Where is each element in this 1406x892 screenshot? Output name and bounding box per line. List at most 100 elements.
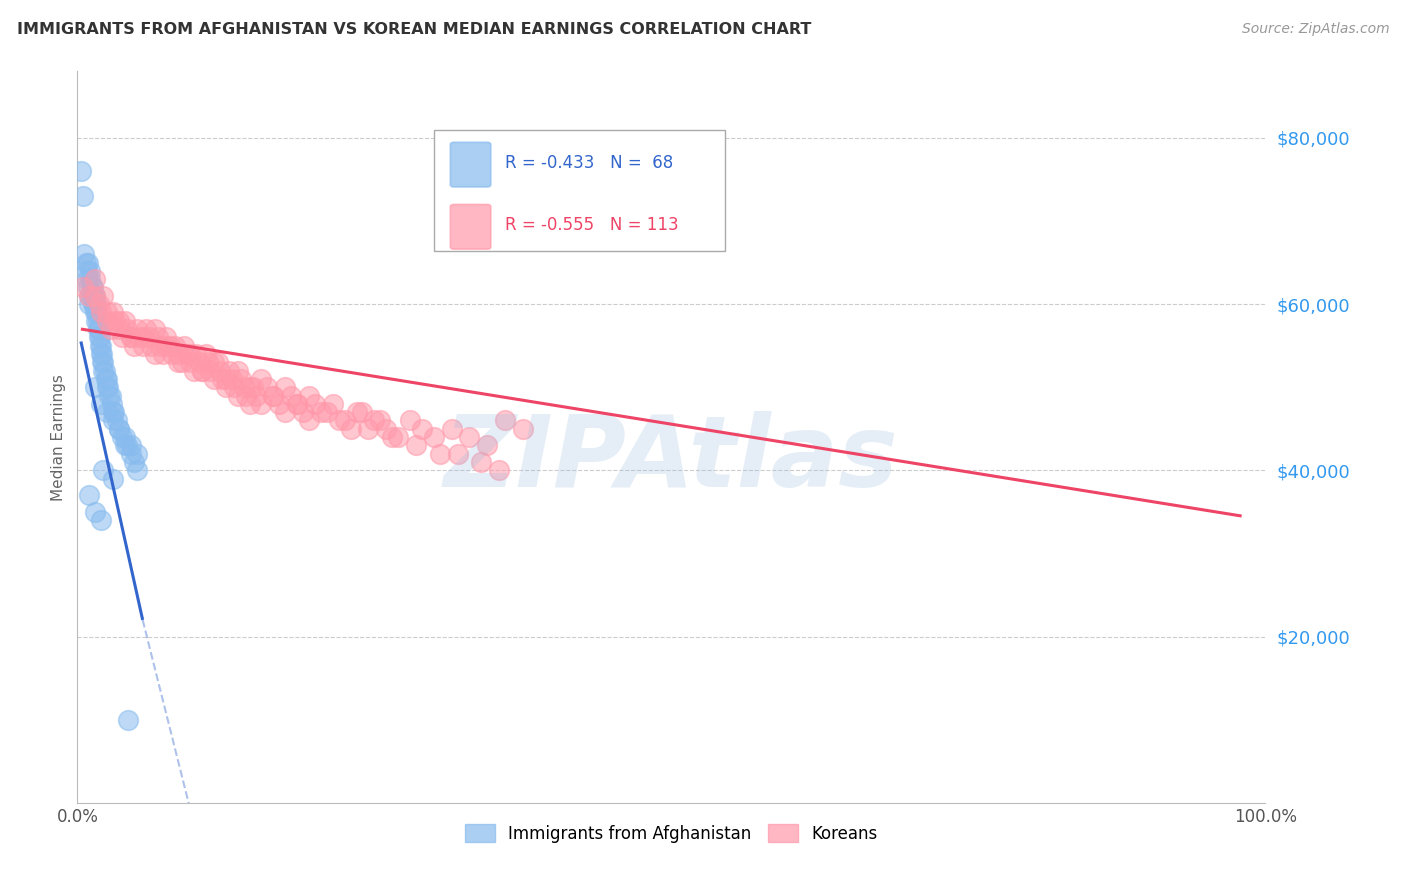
Point [280, 388, 302, 402]
Point [73, 247, 96, 261]
Point [200, 363, 222, 377]
Point [111, 430, 134, 444]
Point [221, 372, 243, 386]
Text: Source: ZipAtlas.com: Source: ZipAtlas.com [1241, 22, 1389, 37]
Point [423, 430, 446, 444]
Point [77, 297, 100, 311]
Point [90, 305, 112, 319]
Point [76, 272, 98, 286]
Point [120, 438, 142, 452]
Point [368, 413, 391, 427]
Point [96, 380, 118, 394]
Text: ZIPAtlas: ZIPAtlas [444, 410, 898, 508]
Point [176, 347, 198, 361]
Point [91, 347, 114, 361]
FancyBboxPatch shape [434, 130, 725, 251]
Point [94, 372, 117, 386]
Point [186, 347, 208, 361]
Point [179, 347, 201, 361]
Point [96, 314, 118, 328]
Point [250, 372, 273, 386]
Point [170, 355, 193, 369]
Point [96, 372, 118, 386]
Point [155, 338, 177, 352]
Point [70, 164, 93, 178]
Y-axis label: Median Earnings: Median Earnings [51, 374, 66, 500]
Point [98, 388, 121, 402]
Point [446, 447, 468, 461]
Point [108, 422, 131, 436]
Point [197, 355, 219, 369]
Point [75, 255, 97, 269]
Point [83, 289, 105, 303]
Point [101, 472, 124, 486]
Point [96, 405, 118, 419]
Point [208, 363, 231, 377]
Point [79, 264, 101, 278]
Point [101, 397, 124, 411]
Point [285, 397, 308, 411]
Point [125, 463, 148, 477]
Point [138, 330, 160, 344]
Point [239, 380, 262, 394]
Point [215, 372, 238, 386]
Point [120, 447, 142, 461]
Point [224, 380, 246, 394]
Point [226, 388, 249, 402]
Point [207, 355, 229, 369]
Point [149, 338, 172, 352]
Point [80, 289, 103, 303]
Point [89, 338, 111, 352]
Point [411, 422, 433, 436]
Point [84, 505, 107, 519]
Text: IMMIGRANTS FROM AFGHANISTAN VS KOREAN MEDIAN EARNINGS CORRELATION CHART: IMMIGRANTS FROM AFGHANISTAN VS KOREAN ME… [17, 22, 811, 37]
Point [139, 338, 162, 352]
Point [84, 289, 107, 303]
Point [87, 322, 110, 336]
Point [103, 405, 125, 419]
Point [128, 330, 150, 344]
Point [162, 347, 184, 361]
Point [108, 322, 131, 336]
Point [89, 330, 111, 344]
Point [357, 422, 380, 436]
Point [274, 380, 297, 394]
Point [77, 289, 100, 303]
Point [231, 372, 253, 386]
Point [143, 347, 166, 361]
Point [77, 280, 100, 294]
Text: R = -0.555   N = 113: R = -0.555 N = 113 [505, 216, 679, 234]
Point [375, 422, 398, 436]
Point [101, 413, 124, 427]
Point [339, 422, 361, 436]
Point [304, 397, 326, 411]
Point [458, 430, 481, 444]
Point [84, 272, 107, 286]
Point [152, 347, 174, 361]
Point [84, 305, 107, 319]
Legend: Immigrants from Afghanistan, Koreans: Immigrants from Afghanistan, Koreans [458, 818, 884, 849]
Point [381, 430, 404, 444]
Point [315, 405, 337, 419]
Point [114, 430, 136, 444]
Point [100, 388, 122, 402]
Point [86, 305, 108, 319]
Point [93, 463, 115, 477]
Point [90, 338, 112, 352]
Point [298, 413, 321, 427]
Point [202, 372, 225, 386]
Point [105, 413, 128, 427]
Point [173, 338, 195, 352]
Point [245, 388, 267, 402]
Point [470, 455, 492, 469]
Point [352, 405, 374, 419]
Point [77, 289, 100, 303]
Point [292, 405, 315, 419]
Point [167, 355, 190, 369]
Point [86, 297, 108, 311]
Point [120, 330, 142, 344]
Point [93, 289, 115, 303]
Point [494, 413, 516, 427]
Point [86, 322, 108, 336]
Point [202, 355, 225, 369]
